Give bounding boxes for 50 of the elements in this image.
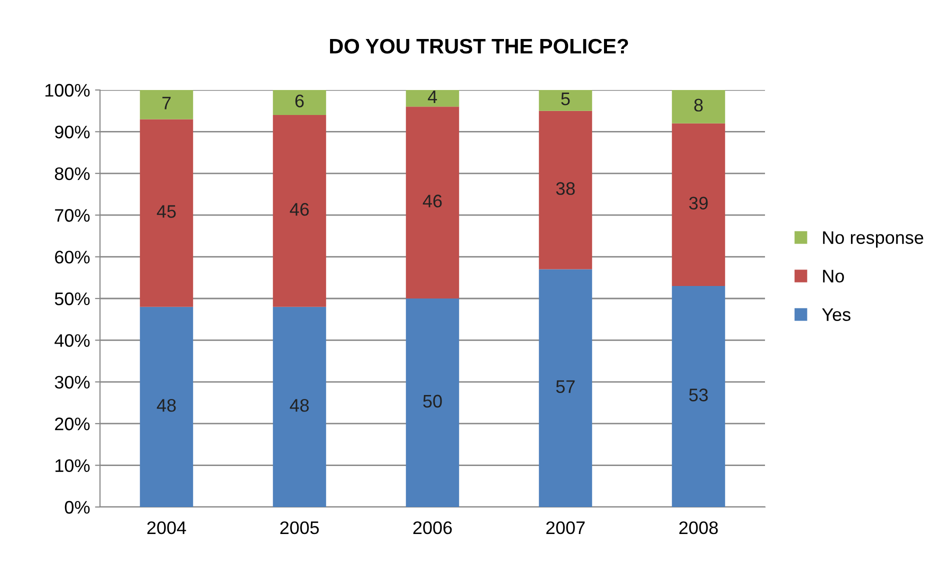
data-label: 5 xyxy=(561,92,570,106)
bar xyxy=(538,90,592,111)
bar xyxy=(140,119,194,307)
legend-label: Yes xyxy=(822,308,850,321)
data-label: 50 xyxy=(423,394,442,408)
bar xyxy=(538,269,592,507)
y-tick-label: 10% xyxy=(56,459,90,472)
y-tick-label: 30% xyxy=(54,376,90,389)
data-label: 48 xyxy=(156,398,176,412)
x-tick-label: 2004 xyxy=(147,521,186,534)
data-label: 39 xyxy=(689,196,708,210)
bar xyxy=(140,306,194,507)
data-label: 45 xyxy=(156,205,176,218)
y-tick-label: 90% xyxy=(54,126,90,138)
data-label: 48 xyxy=(290,398,309,412)
bar xyxy=(672,90,726,124)
y-tick-label: 40% xyxy=(54,334,90,347)
data-label: 53 xyxy=(689,388,708,402)
data-label: 46 xyxy=(290,202,309,216)
x-tick-label: 2008 xyxy=(679,521,718,534)
bar xyxy=(672,286,726,507)
y-tick-label: 50% xyxy=(54,292,90,306)
bar xyxy=(272,115,326,307)
x-tick-label: 2006 xyxy=(413,521,452,534)
bar xyxy=(272,90,326,116)
y-tick-label: 20% xyxy=(55,418,90,430)
data-label: 4 xyxy=(428,90,437,104)
x-tick-label: 2005 xyxy=(280,521,319,534)
data-label: 46 xyxy=(422,194,442,208)
y-tick-label: 60% xyxy=(55,250,90,264)
data-label: 8 xyxy=(694,98,703,112)
bar xyxy=(538,110,592,270)
bar xyxy=(672,123,726,286)
data-label: 57 xyxy=(556,380,575,393)
legend-label: No response xyxy=(823,231,924,248)
y-tick-label: 80% xyxy=(54,167,90,180)
data-label: 6 xyxy=(295,94,304,108)
bar xyxy=(406,298,460,507)
legend-label: No xyxy=(823,270,844,282)
bar xyxy=(140,90,194,120)
bar xyxy=(406,106,460,298)
y-tick-label: 0% xyxy=(64,500,90,514)
data-label: 7 xyxy=(162,96,171,110)
bar xyxy=(272,306,326,507)
chart-title: DO YOU TRUST THE POLICE? xyxy=(330,38,628,54)
x-tick-label: 2007 xyxy=(546,521,585,534)
y-tick-label: 100% xyxy=(45,84,90,97)
y-tick-label: 70% xyxy=(55,209,90,222)
data-label: 38 xyxy=(556,182,575,195)
bar xyxy=(406,90,460,107)
